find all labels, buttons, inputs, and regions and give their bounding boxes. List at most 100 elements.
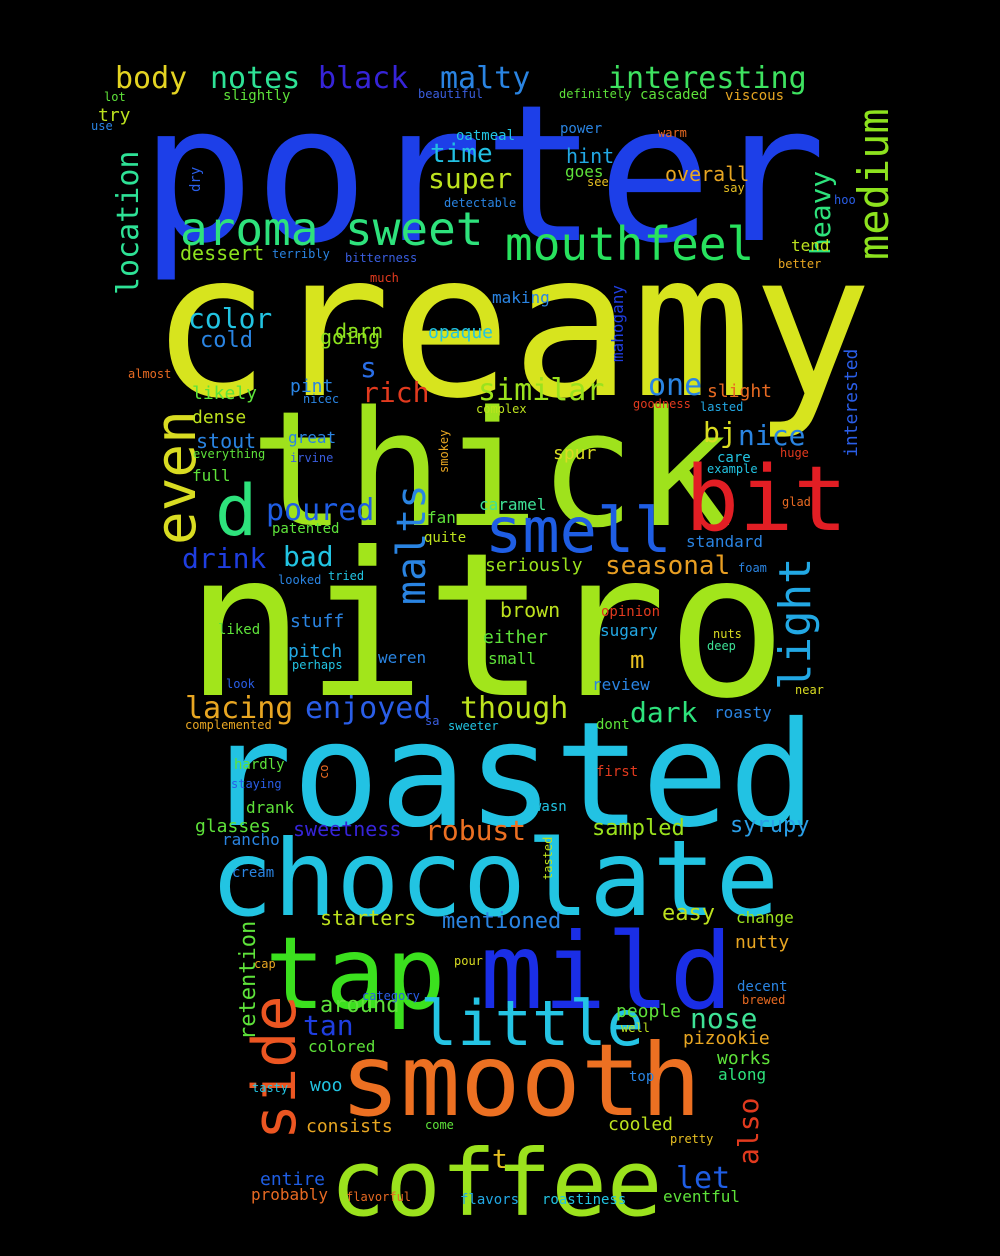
- word-39: poured: [266, 493, 374, 528]
- word-175: come: [425, 1118, 454, 1132]
- word-85: stout: [196, 429, 256, 453]
- word-14: sweet: [345, 202, 483, 256]
- word-120: slightly: [223, 88, 290, 104]
- word-168: cap: [254, 957, 276, 971]
- word-150: tried: [328, 569, 364, 583]
- word-140: goodness: [633, 397, 691, 411]
- word-41: bad: [283, 540, 334, 573]
- word-147: glad: [782, 495, 811, 509]
- word-162: dont: [596, 717, 630, 733]
- word-102: pint: [290, 376, 333, 397]
- word-107: glasses: [195, 816, 271, 837]
- word-154: nuts: [713, 627, 742, 641]
- word-24: black: [318, 61, 408, 96]
- word-132: hoo: [834, 193, 856, 207]
- word-135: better: [778, 257, 821, 271]
- word-86: full: [192, 466, 231, 485]
- word-97: roasty: [714, 703, 772, 722]
- word-161: sweeter: [448, 719, 499, 733]
- word-22: body: [115, 61, 187, 96]
- word-62: sweetness: [293, 817, 401, 841]
- word-1: creamy: [150, 210, 872, 443]
- word-2: thick: [250, 376, 732, 563]
- word-138: nicec: [303, 392, 339, 406]
- word-160: sa: [425, 714, 439, 728]
- word-7: mild: [480, 911, 733, 1033]
- word-28: time: [430, 139, 493, 169]
- word-64: people: [616, 1001, 681, 1022]
- word-11: smell: [485, 494, 672, 567]
- word-79: darn: [335, 319, 383, 343]
- word-177: flavorful: [346, 1190, 411, 1204]
- word-70: consists: [306, 1116, 393, 1137]
- word-113: interested: [841, 349, 862, 457]
- word-148: patented: [272, 521, 339, 537]
- word-159: complemented: [185, 718, 272, 732]
- word-69: woo: [310, 1075, 343, 1096]
- word-121: beautiful: [418, 87, 483, 101]
- word-37: bj: [703, 416, 737, 449]
- word-77: dessert: [180, 241, 264, 265]
- word-166: wasn: [533, 799, 567, 815]
- word-145: huge: [780, 446, 809, 460]
- word-80: going: [320, 325, 380, 349]
- word-111: cream: [232, 865, 274, 881]
- word-149: foam: [738, 561, 767, 575]
- word-38: nice: [738, 419, 805, 452]
- word-172: brewed: [742, 993, 785, 1007]
- word-176: pretty: [670, 1132, 713, 1146]
- word-131: say: [723, 181, 745, 195]
- word-72: entire: [260, 1169, 325, 1190]
- word-83: likely: [192, 383, 257, 404]
- word-81: opaque: [428, 322, 493, 343]
- word-94: small: [488, 649, 536, 668]
- word-88: caramel: [479, 495, 546, 514]
- word-151: looked: [278, 573, 321, 587]
- word-153: liked: [218, 622, 260, 638]
- word-141: lasted: [700, 400, 743, 414]
- word-163: staying: [231, 777, 282, 791]
- word-26: interesting: [608, 61, 807, 96]
- word-8: smooth: [340, 1022, 701, 1139]
- word-42: seasonal: [605, 551, 730, 581]
- word-66: works: [717, 1048, 771, 1069]
- word-63: around: [320, 993, 399, 1018]
- word-103: great: [288, 428, 336, 447]
- word-92: brown: [500, 598, 560, 622]
- word-32: cold: [200, 328, 253, 353]
- word-152: opinion: [601, 604, 660, 620]
- word-6: tap: [265, 915, 446, 1032]
- word-49: sampled: [592, 816, 685, 841]
- word-127: warm: [658, 126, 687, 140]
- word-95: sugary: [600, 621, 658, 640]
- word-17: d: [215, 470, 257, 552]
- word-114: mahogany: [608, 285, 627, 362]
- word-5: chocolate: [210, 818, 779, 940]
- word-117: lot: [104, 90, 126, 104]
- word-164: co: [317, 765, 331, 779]
- word-76: eventful: [663, 1187, 740, 1206]
- word-122: definitely: [559, 87, 631, 101]
- word-13: aroma: [180, 202, 318, 256]
- word-91: seriously: [485, 555, 583, 576]
- word-124: viscous: [725, 88, 784, 104]
- word-100: weren: [378, 648, 426, 667]
- word-44: enjoyed: [305, 691, 431, 726]
- word-10: bit: [685, 447, 848, 552]
- word-21: malts: [389, 485, 435, 605]
- word-139: complex: [476, 402, 527, 416]
- word-173: tasty: [252, 1081, 288, 1095]
- word-16: even: [144, 410, 209, 545]
- word-104: overall: [665, 162, 749, 186]
- word-143: irvine: [290, 451, 333, 465]
- word-96: review: [592, 675, 650, 694]
- word-56: t: [492, 1145, 508, 1175]
- word-109: hardly: [234, 757, 285, 773]
- word-48: robust: [425, 814, 526, 847]
- word-118: try: [98, 105, 131, 126]
- word-25: malty: [440, 61, 530, 96]
- word-112: slight: [707, 381, 772, 402]
- word-75: roastiness: [542, 1192, 626, 1208]
- word-167: tasted: [541, 837, 555, 880]
- word-165: first: [596, 764, 638, 780]
